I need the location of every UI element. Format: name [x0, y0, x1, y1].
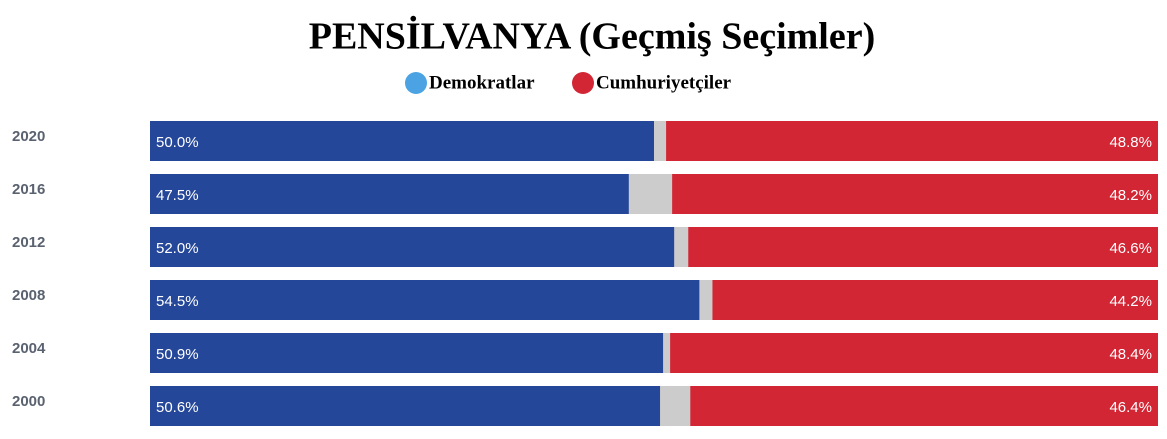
value-label: 47.5% [156, 187, 199, 204]
y-tick-label: 2016 [12, 181, 45, 198]
bar [150, 386, 661, 426]
chart-title: PENSİLVANYA (Geçmiş Seçimler) [309, 16, 875, 58]
bar [688, 227, 1158, 267]
value-label: 50.9% [156, 346, 199, 363]
y-tick-label: 2008 [12, 287, 45, 304]
bar [150, 280, 700, 320]
value-label: 44.2% [1109, 293, 1152, 310]
value-label: 48.8% [1109, 134, 1152, 151]
y-tick-label: 2000 [12, 393, 45, 410]
bar [150, 227, 675, 267]
value-label: 48.4% [1109, 346, 1152, 363]
value-label: 48.2% [1109, 187, 1152, 204]
y-tick-label: 2012 [12, 234, 45, 251]
y-tick-label: 2020 [12, 128, 45, 145]
value-label: 50.6% [156, 399, 199, 416]
bar [150, 174, 629, 214]
bar [150, 333, 664, 373]
y-tick-label: 2004 [12, 340, 46, 357]
legend-label: Cumhuriyetçiler [596, 72, 732, 93]
bar [690, 386, 1158, 426]
bar [150, 121, 654, 161]
value-label: 52.0% [156, 240, 199, 257]
bar [672, 174, 1158, 214]
bar [666, 121, 1158, 161]
legend-label: Demokratlar [429, 72, 535, 93]
value-label: 50.0% [156, 134, 199, 151]
value-label: 46.4% [1109, 399, 1152, 416]
bar [712, 280, 1158, 320]
value-label: 46.6% [1109, 240, 1152, 257]
legend-marker [572, 72, 594, 94]
bar [670, 333, 1158, 373]
legend-marker [405, 72, 427, 94]
value-label: 54.5% [156, 293, 199, 310]
